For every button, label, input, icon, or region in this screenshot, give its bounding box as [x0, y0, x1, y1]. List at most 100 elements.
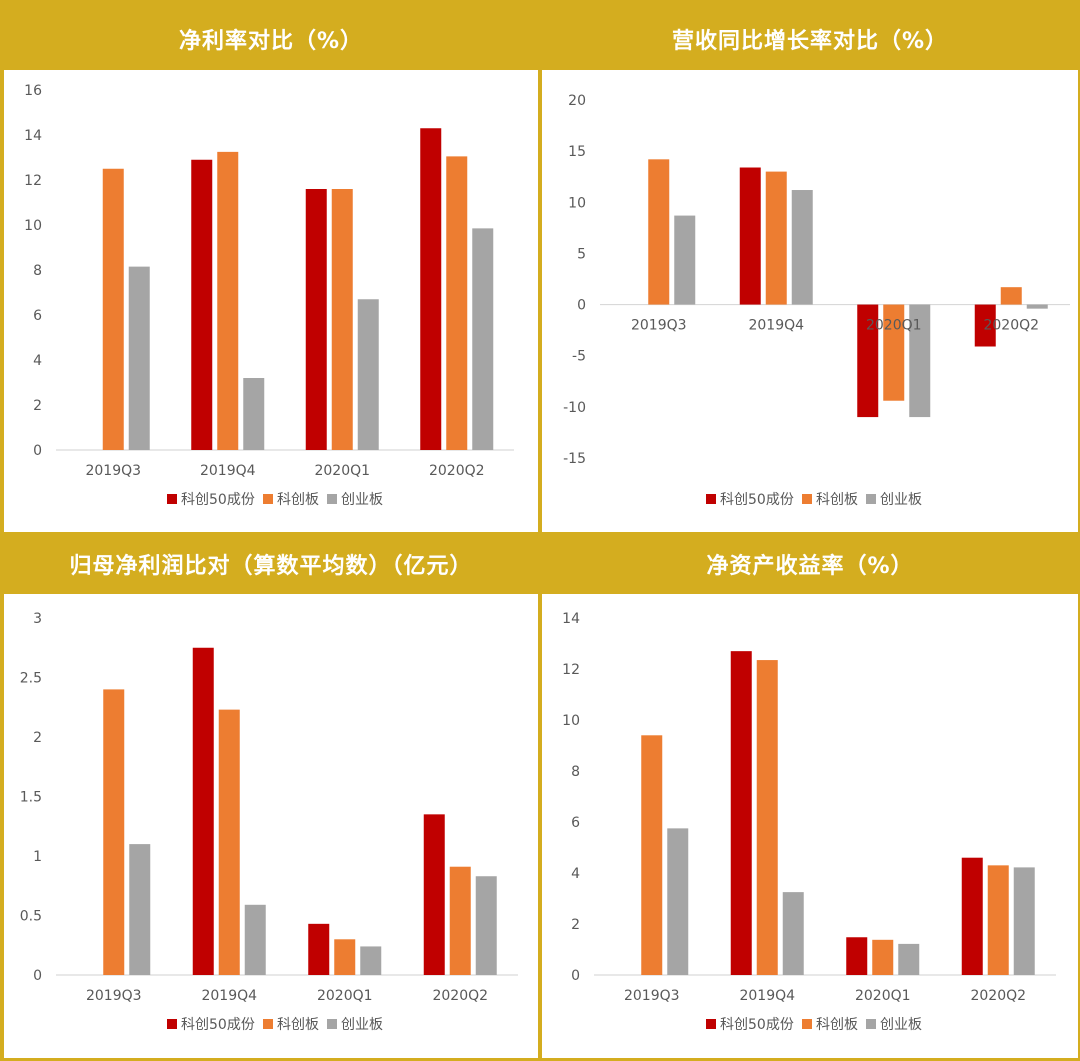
- y-tick-label: 4: [33, 353, 42, 369]
- bar-2020q2-s0: [961, 857, 983, 975]
- bar-2020q1-s1: [331, 189, 353, 450]
- legend-swatch: [167, 1019, 177, 1029]
- legend-label: 创业板: [341, 492, 383, 508]
- bar-2020q2-s0: [974, 304, 996, 347]
- legend-swatch: [802, 1019, 812, 1029]
- x-category-label: 2019Q3: [85, 463, 141, 479]
- y-tick-label: 20: [568, 93, 586, 109]
- y-tick-label: 8: [571, 764, 580, 780]
- bar-2020q1-s1: [872, 939, 894, 975]
- legend-label: 科创板: [277, 492, 319, 508]
- y-tick-label: 14: [24, 128, 42, 144]
- y-tick-label: 0.5: [20, 909, 42, 925]
- legend-swatch: [263, 494, 273, 504]
- legend-label: 科创板: [816, 1017, 858, 1033]
- panel-title-net-margin: 净利率对比（%）: [178, 29, 364, 54]
- panel-title-net-profit: 归母净利润比对（算数平均数）（亿元）: [69, 554, 473, 579]
- bar-2019q4-s0: [191, 159, 213, 450]
- bar-2019q4-s1: [218, 709, 240, 975]
- x-category-label: 2020Q2: [432, 988, 488, 1004]
- x-category-label: 2020Q1: [317, 988, 373, 1004]
- x-category-label: 2020Q1: [314, 463, 370, 479]
- legend-swatch: [866, 494, 876, 504]
- bar-2020q1-s1: [883, 304, 905, 401]
- legend-label: 创业板: [880, 1017, 922, 1033]
- bar-2019q4-s0: [192, 647, 214, 975]
- bar-2019q3-s2: [129, 844, 151, 975]
- bar-2019q4-s2: [244, 904, 266, 975]
- x-category-label: 2020Q1: [855, 988, 911, 1004]
- panel-title-roe: 净资产收益率（%）: [706, 554, 914, 579]
- bar-2019q4-s2: [791, 190, 813, 305]
- bar-2020q1-s0: [857, 304, 879, 418]
- bar-2020q2-s1: [449, 866, 471, 975]
- y-tick-label: 0: [33, 443, 42, 459]
- y-tick-label: 0: [33, 968, 42, 984]
- chart-panel-revenue-growth: 营收同比增长率对比（%） -15 -10 -5 0 5 10 15 20 2019Q3 2019Q…: [542, 8, 1078, 532]
- y-tick-label: 1.5: [20, 790, 42, 806]
- bar-2019q3-s1: [648, 159, 670, 305]
- bar-2020q1-s2: [909, 304, 931, 418]
- y-tick-label: 2: [33, 730, 42, 746]
- x-category-label: 2019Q4: [200, 463, 256, 479]
- legend-label: 科创50成份: [720, 492, 794, 508]
- bar-2019q4-s2: [782, 892, 804, 975]
- bar-2020q2-s1: [987, 865, 1009, 975]
- bar-2020q1-s2: [898, 943, 920, 975]
- bar-2020q1-s0: [308, 923, 330, 975]
- x-category-label: 2019Q4: [201, 988, 257, 1004]
- bar-2019q4-s1: [765, 171, 787, 305]
- bar-2020q2-s1: [446, 156, 468, 450]
- bar-2020q2-s0: [420, 128, 442, 450]
- bar-2020q2-s1: [1000, 287, 1022, 305]
- bar-2019q4-s1: [756, 660, 778, 975]
- bar-2020q1-s0: [305, 189, 327, 450]
- y-tick-label: 5: [577, 246, 586, 262]
- y-tick-label: 3: [33, 611, 42, 627]
- bar-2019q4-s1: [217, 151, 239, 450]
- x-category-label: 2020Q2: [970, 988, 1026, 1004]
- legend-label: 科创50成份: [720, 1017, 794, 1033]
- legend-swatch: [327, 1019, 337, 1029]
- y-tick-label: 10: [24, 218, 42, 234]
- y-tick-label: 0: [571, 968, 580, 984]
- bar-2019q4-s0: [730, 651, 752, 975]
- net-margin-chart: 0 2 4 6 8 10 12 14 16 2019Q3 2019Q4 2020Q1 2020Q2 科创5…: [24, 83, 514, 508]
- bar-2020q2-s2: [472, 228, 494, 450]
- legend-swatch: [706, 1019, 716, 1029]
- legend-label: 科创50成份: [181, 492, 255, 508]
- y-tick-label: 0: [577, 298, 586, 314]
- x-category-label: 2020Q2: [983, 318, 1039, 334]
- y-tick-label: -5: [572, 349, 586, 365]
- chart-panel-net-margin: 净利率对比（%） 0 2 4 6 8 10 12 14 16 2019Q3 2019Q4 2020Q1…: [4, 8, 538, 532]
- legend-label: 创业板: [341, 1017, 383, 1033]
- net-profit-chart: 0 0.5 1 1.5 2 2.5 3 2019Q3 2019Q4 2020Q1 2020Q2 科创5…: [20, 611, 518, 1033]
- y-tick-label: 16: [24, 83, 42, 99]
- x-category-label: 2019Q4: [739, 988, 795, 1004]
- legend-label: 科创50成份: [181, 1017, 255, 1033]
- legend-swatch: [802, 494, 812, 504]
- y-tick-label: 12: [24, 173, 42, 189]
- chart-panel-net-profit: 归母净利润比对（算数平均数）（亿元） 0 0.5 1 1.5 2 2.5 3 2019Q3 20…: [4, 534, 538, 1058]
- bar-2019q3-s2: [674, 215, 696, 305]
- bar-2020q1-s1: [334, 939, 356, 975]
- legend-swatch: [263, 1019, 273, 1029]
- bar-2020q2-s2: [475, 876, 497, 975]
- x-category-label: 2020Q1: [866, 318, 922, 334]
- y-tick-label: 2: [33, 398, 42, 414]
- bar-2019q3-s2: [667, 828, 689, 975]
- panel-title-revenue-growth: 营收同比增长率对比（%）: [671, 29, 949, 54]
- legend-swatch: [866, 1019, 876, 1029]
- x-category-label: 2020Q2: [429, 463, 485, 479]
- y-tick-label: 15: [568, 144, 586, 160]
- bar-2020q2-s2: [1026, 304, 1048, 309]
- legend-label: 科创板: [816, 492, 858, 508]
- y-tick-label: 14: [562, 611, 580, 627]
- y-tick-label: 10: [568, 195, 586, 211]
- y-tick-label: 12: [562, 662, 580, 678]
- bar-2019q4-s0: [739, 167, 761, 305]
- bar-2020q1-s2: [357, 299, 379, 450]
- y-tick-label: 6: [33, 308, 42, 324]
- legend-swatch: [167, 494, 177, 504]
- y-tick-label: 1: [33, 849, 42, 865]
